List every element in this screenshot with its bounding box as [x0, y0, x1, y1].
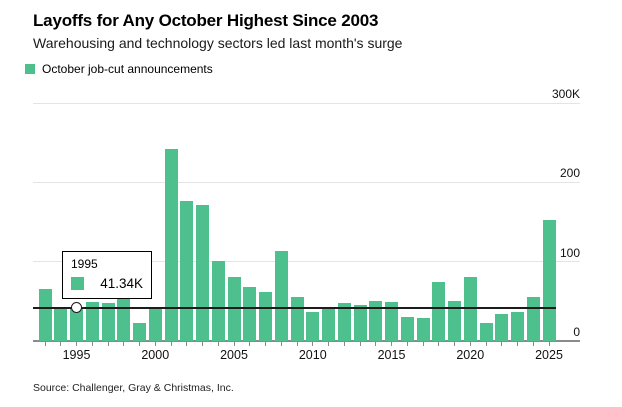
hover-reference-line: [33, 307, 556, 309]
highlight-marker-icon: [70, 302, 82, 314]
bar-2002[interactable]: [180, 201, 194, 341]
bar-2025[interactable]: [542, 219, 556, 341]
x-axis-tick: [249, 342, 251, 346]
x-axis-tick: [343, 342, 345, 346]
x-axis-tick: [170, 342, 172, 346]
x-axis-tick: [454, 342, 455, 346]
tooltip-value: 41.34K: [100, 276, 143, 291]
bar-2009[interactable]: [290, 296, 304, 341]
x-axis-tick: [391, 342, 392, 346]
x-axis-tick: [139, 342, 140, 346]
x-axis-tick: [76, 342, 77, 346]
gridline: [33, 102, 580, 104]
x-axis-tick: [532, 342, 534, 346]
x-axis-tick: [60, 342, 62, 346]
source-credit: Source: Challenger, Gray & Christmas, In…: [33, 382, 234, 394]
x-axis-tick: [359, 342, 361, 346]
bar-2011[interactable]: [322, 307, 335, 341]
bar-2014[interactable]: [369, 300, 383, 341]
bar-2021[interactable]: [479, 322, 493, 341]
x-axis-tick: [328, 342, 329, 346]
bar-2007[interactable]: [259, 291, 272, 341]
y-axis-tick-label: 100: [559, 245, 580, 260]
x-axis-tick: [296, 342, 298, 346]
x-axis-tick: [217, 342, 219, 346]
bar-2004[interactable]: [211, 260, 225, 341]
bar-2017[interactable]: [416, 317, 430, 341]
bar-2001[interactable]: [164, 149, 178, 341]
x-axis-tick: [186, 342, 188, 346]
x-axis-tick-label: 2005: [220, 348, 248, 362]
x-axis-tick: [438, 342, 440, 346]
x-axis-tick: [517, 342, 518, 346]
legend-label: October job-cut announcements: [42, 62, 213, 76]
bar-2000[interactable]: [148, 306, 162, 341]
tooltip-series-swatch-icon: [71, 277, 84, 290]
legend: October job-cut announcements: [25, 62, 213, 76]
x-axis-tick-label: 2010: [298, 348, 327, 362]
y-axis-tick-label: 0: [573, 325, 580, 339]
tooltip: 1995 41.34K: [62, 251, 152, 299]
x-axis-tick: [485, 342, 487, 346]
bar-1999[interactable]: [133, 322, 146, 341]
chart-subtitle: Warehousing and technology sectors led l…: [33, 35, 403, 51]
bar-2013[interactable]: [353, 304, 367, 341]
x-axis-tick: [233, 342, 235, 346]
bar-2006[interactable]: [243, 287, 257, 341]
bar-2015[interactable]: [385, 302, 398, 341]
bar-1995[interactable]: [70, 308, 83, 341]
x-axis-tick: [280, 342, 282, 346]
x-axis-tick-label: 1995: [62, 348, 91, 362]
bar-2008[interactable]: [274, 251, 288, 341]
x-axis-tick-label: 2015: [377, 348, 406, 362]
legend-swatch-icon: [25, 64, 35, 74]
bar-2024[interactable]: [526, 296, 540, 341]
bar-2022[interactable]: [495, 314, 509, 341]
x-axis-tick: [91, 342, 93, 346]
plot-area: 300K 200 100 0 1995 2000 2005 2010 2015 2020 2025: [33, 87, 580, 362]
x-axis-tick: [312, 342, 314, 346]
bar-2019[interactable]: [448, 301, 461, 341]
x-axis-tick: [469, 342, 471, 346]
tooltip-year: 1995: [71, 257, 98, 271]
x-axis-tick: [265, 342, 266, 346]
x-axis-tick: [202, 342, 203, 346]
x-axis-tick: [44, 342, 46, 346]
x-axis-tick: [107, 342, 109, 346]
gridline: [33, 181, 580, 183]
bar-1996[interactable]: [85, 302, 99, 341]
x-axis-tick: [501, 342, 503, 346]
y-axis-tick-label: 200: [559, 166, 580, 181]
bar-1998[interactable]: [117, 296, 131, 341]
tooltip-row: 41.34K: [71, 276, 143, 291]
bar-1997[interactable]: [101, 302, 115, 341]
x-axis-tick-label: 2020: [456, 348, 485, 362]
x-axis-tick: [406, 342, 408, 346]
bar-2010[interactable]: [306, 311, 320, 341]
bar-2012[interactable]: [337, 302, 351, 341]
bar-1993[interactable]: [38, 288, 52, 341]
bar-1994[interactable]: [54, 307, 68, 341]
bar-2023[interactable]: [511, 312, 524, 341]
bar-2018[interactable]: [432, 281, 446, 341]
bar-2016[interactable]: [400, 317, 414, 341]
x-axis-tick: [548, 342, 550, 346]
gridline: [33, 261, 580, 263]
y-axis-tick-label: 300K: [551, 87, 580, 101]
x-axis-tick-label: 2025: [535, 348, 563, 362]
x-axis-tick: [123, 342, 125, 346]
x-axis-tick-label: 2000: [141, 348, 170, 362]
x-axis-tick: [375, 342, 377, 346]
chart-title: Layoffs for Any October Highest Since 20…: [33, 11, 379, 30]
x-axis-tick: [422, 342, 424, 346]
x-axis-tick: [154, 342, 156, 346]
bar-2003[interactable]: [196, 204, 209, 341]
